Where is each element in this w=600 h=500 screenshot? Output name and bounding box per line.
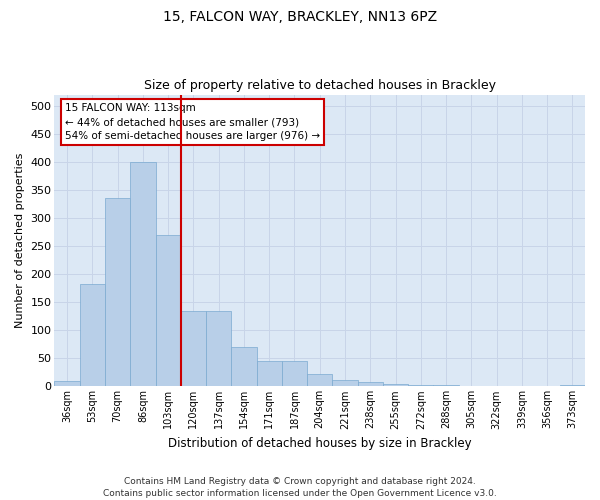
- Bar: [282, 361, 307, 386]
- Bar: [55, 381, 80, 386]
- Bar: [358, 382, 383, 386]
- Bar: [105, 198, 130, 386]
- Bar: [130, 162, 155, 386]
- Bar: [307, 374, 332, 386]
- Bar: [257, 361, 282, 386]
- X-axis label: Distribution of detached houses by size in Brackley: Distribution of detached houses by size …: [168, 437, 472, 450]
- Text: 15 FALCON WAY: 113sqm
← 44% of detached houses are smaller (793)
54% of semi-det: 15 FALCON WAY: 113sqm ← 44% of detached …: [65, 104, 320, 142]
- Bar: [80, 284, 105, 386]
- Title: Size of property relative to detached houses in Brackley: Size of property relative to detached ho…: [144, 79, 496, 92]
- Text: 15, FALCON WAY, BRACKLEY, NN13 6PZ: 15, FALCON WAY, BRACKLEY, NN13 6PZ: [163, 10, 437, 24]
- Bar: [408, 384, 433, 386]
- Y-axis label: Number of detached properties: Number of detached properties: [15, 153, 25, 328]
- Bar: [206, 310, 232, 386]
- Bar: [155, 235, 181, 386]
- Bar: [181, 310, 206, 386]
- Bar: [332, 380, 358, 386]
- Bar: [232, 347, 257, 387]
- Text: Contains HM Land Registry data © Crown copyright and database right 2024.
Contai: Contains HM Land Registry data © Crown c…: [103, 476, 497, 498]
- Bar: [383, 384, 408, 386]
